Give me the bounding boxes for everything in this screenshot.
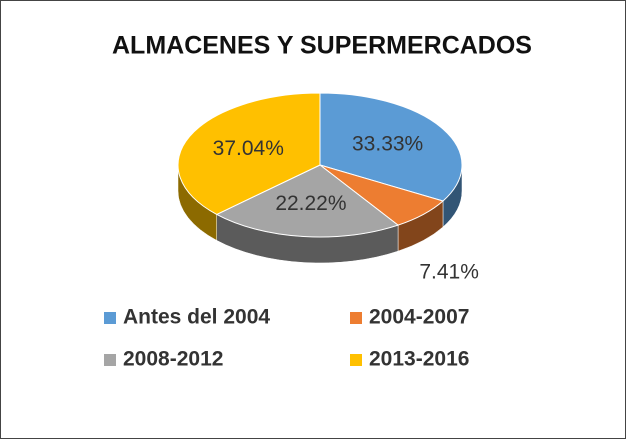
legend-label: 2008-2012: [123, 348, 223, 371]
legend-label: 2013-2016: [369, 348, 469, 371]
slice: [177, 92, 321, 215]
legend-label: 2004-2007: [369, 306, 469, 329]
slice: [215, 164, 400, 238]
slice: [319, 92, 463, 202]
data-label: 7.41%: [419, 260, 479, 283]
data-label: 37.04%: [213, 137, 284, 160]
data-label: 33.33%: [352, 133, 423, 156]
legend-swatch: [104, 312, 116, 324]
legend-swatch: [350, 312, 362, 324]
legend-swatch: [104, 354, 116, 366]
chart-title: ALMACENES Y SUPERMERCADOS: [112, 32, 532, 60]
legend-swatch: [350, 354, 362, 366]
data-label: 22.22%: [275, 192, 346, 215]
legend-label: Antes del 2004: [123, 306, 270, 329]
